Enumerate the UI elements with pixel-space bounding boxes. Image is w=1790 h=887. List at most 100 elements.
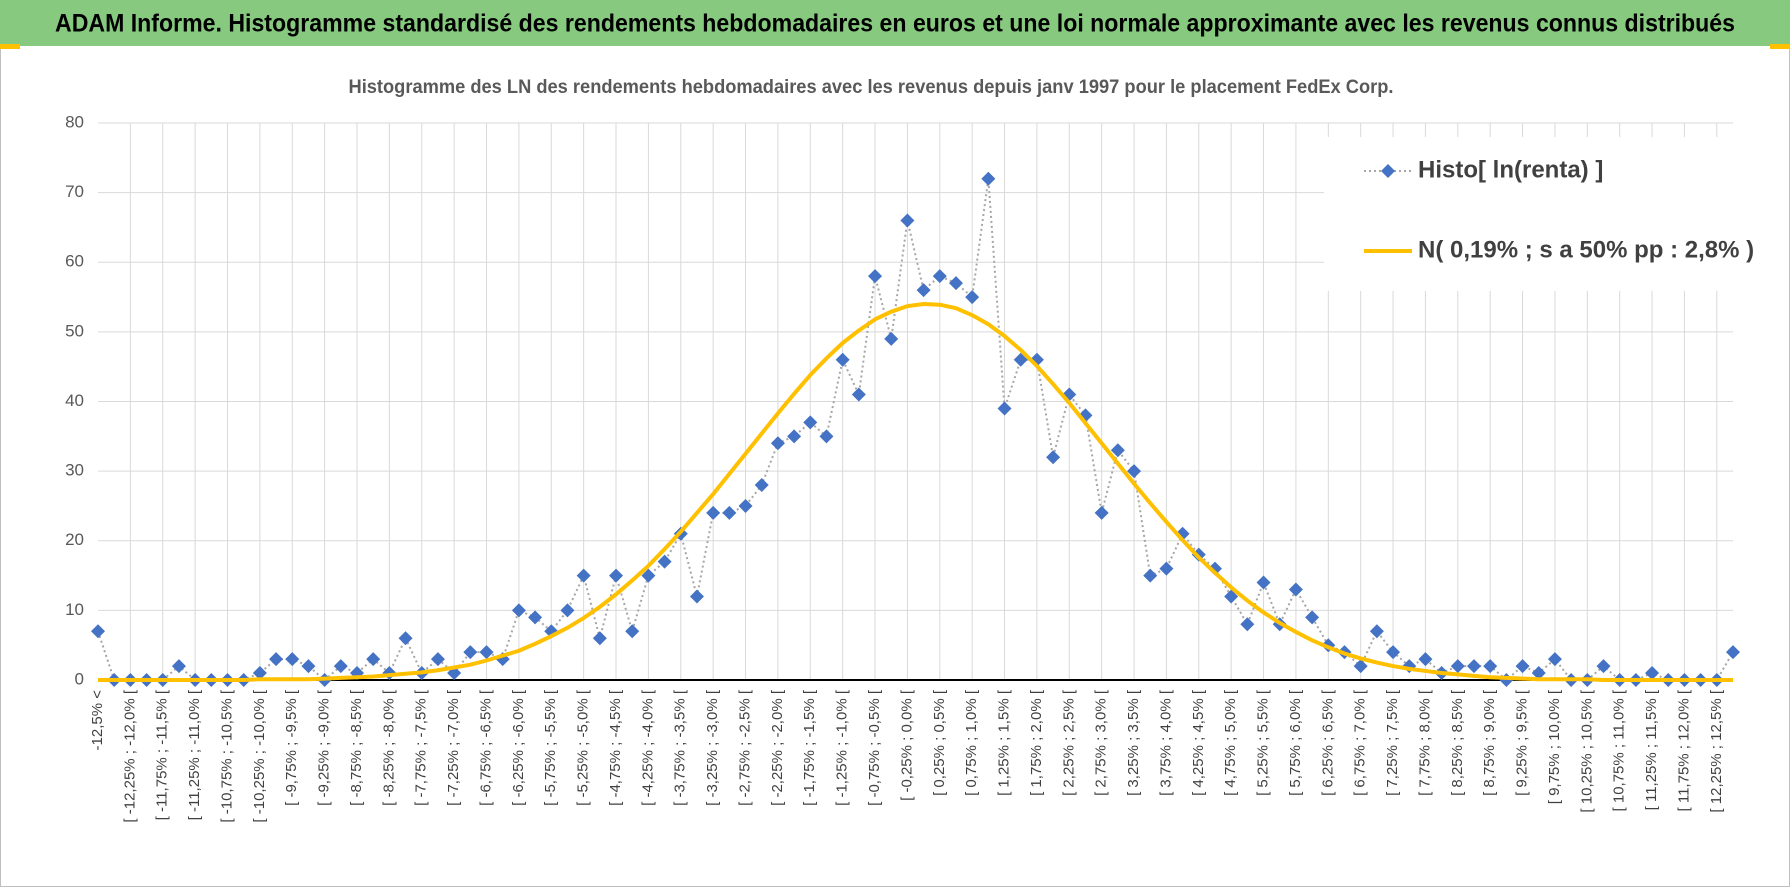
y-tick-label: 10: [65, 600, 84, 619]
x-tick-label: [ 6,75% ; 7,0% [: [1352, 689, 1369, 796]
y-tick-label: 30: [65, 461, 84, 480]
data-point: [1531, 666, 1546, 681]
data-point: [1094, 505, 1109, 520]
data-point: [1483, 659, 1498, 674]
x-tick-label: [ 10,25% ; 10,5% [: [1578, 689, 1595, 812]
x-tick-label: [ 2,25% ; 2,5% [: [1060, 689, 1077, 796]
x-tick-label: [ -5,25% ; -5,0% [: [575, 689, 592, 806]
data-point: [1386, 645, 1401, 660]
y-tick-label: 20: [65, 530, 84, 549]
data-point: [1240, 617, 1255, 632]
data-point: [463, 645, 478, 660]
corner: [1770, 44, 1790, 49]
x-tick-label: [ 12,25% ; 12,5% [: [1708, 689, 1725, 812]
data-point: [366, 652, 381, 667]
x-tick-label: [ 5,75% ; 6,0% [: [1287, 689, 1304, 796]
x-tick-label: [ 5,25% ; 5,5% [: [1255, 689, 1272, 796]
data-point: [1256, 575, 1271, 590]
legend-marker: [1381, 164, 1395, 178]
legend-label: Histo[ ln(renta) ]: [1418, 156, 1603, 183]
x-tick-label: [ 7,75% ; 8,0% [: [1416, 689, 1433, 796]
data-point: [1127, 464, 1142, 479]
x-tick-label: [ 11,75% ; 12,0% [: [1675, 689, 1692, 811]
x-tick-label: [ 9,75% ; 10,0% [: [1546, 689, 1563, 804]
data-point: [301, 659, 316, 674]
x-tick-label: [ -1,25% ; -1,0% [: [834, 689, 851, 806]
x-tick-label: [ -8,25% ; -8,0% [: [380, 689, 397, 806]
data-point: [269, 652, 284, 667]
data-point: [1547, 652, 1562, 667]
x-tick-label: [ -11,75% ; -11,5% [: [154, 689, 171, 820]
data-point: [803, 415, 818, 430]
data-point: [981, 171, 996, 186]
data-point: [1450, 659, 1465, 674]
series-line: [98, 302, 1733, 682]
x-tick-label: [ 4,25% ; 4,5% [: [1190, 689, 1207, 796]
x-tick-label: [ -1,75% ; -1,5% [: [801, 689, 818, 806]
chart-subtitle: Histogramme des LN des rendements hebdom…: [349, 77, 1394, 98]
data-point: [511, 603, 526, 618]
data-point: [884, 331, 899, 346]
data-point: [1159, 561, 1174, 576]
x-tick-label: [ -2,75% ; -2,5% [: [736, 689, 753, 806]
data-point: [1418, 652, 1433, 667]
x-tick-label: [ -10,25% ; -10,0% [: [251, 689, 268, 822]
y-tick-label: 60: [65, 252, 84, 271]
data-point: [333, 659, 348, 674]
data-point: [1596, 659, 1611, 674]
data-point: [965, 290, 980, 305]
x-tick-label: [ -2,25% ; -2,0% [: [769, 689, 786, 806]
data-point: [641, 568, 656, 583]
data-point: [1224, 589, 1239, 604]
x-tick-label: -12,5% <: [89, 690, 106, 751]
data-point: [851, 387, 866, 402]
data-point: [997, 401, 1012, 416]
data-point: [706, 505, 721, 520]
x-tick-label: [ -10,75% ; -10,5% [: [218, 689, 235, 822]
data-point: [252, 666, 267, 681]
x-tick-label: [ 1,25% ; 1,5% [: [996, 689, 1013, 796]
data-point: [592, 631, 607, 646]
x-tick-label: [ 10,75% ; 11,0% [: [1611, 689, 1628, 811]
data-point: [1288, 582, 1303, 597]
data-point: [576, 568, 591, 583]
x-tick-label: [ -9,25% ; -9,0% [: [316, 689, 333, 806]
data-point: [1515, 659, 1530, 674]
x-tick-label: [ 11,25% ; 11,5% [: [1643, 689, 1660, 810]
header-band: [0, 0, 1790, 46]
data-point: [835, 352, 850, 367]
x-tick-label: [ 9,25% ; 9,5% [: [1514, 689, 1531, 796]
data-point: [171, 659, 186, 674]
x-tick-label: [ -6,75% ; -6,5% [: [477, 689, 494, 806]
data-point: [1369, 624, 1384, 639]
data-point: [689, 589, 704, 604]
legend-label: N( 0,19% ; s a 50% pp : 2,8% ): [1418, 236, 1754, 263]
data-point: [819, 429, 834, 444]
x-tick-label: [ 6,25% ; 6,5% [: [1319, 689, 1336, 796]
data-point: [916, 283, 931, 298]
data-point: [1726, 645, 1740, 660]
x-tick-label: [ -12,25% ; -12,0% [: [121, 689, 138, 822]
x-tick-label: [ -7,75% ; -7,5% [: [413, 689, 430, 806]
data-point: [398, 631, 413, 646]
data-point: [1046, 450, 1061, 465]
x-tick-label: [ -5,75% ; -5,5% [: [542, 689, 559, 806]
data-point: [900, 213, 915, 228]
x-tick-label: [ -3,25% ; -3,0% [: [704, 689, 721, 806]
data-point: [1305, 610, 1320, 625]
y-tick-label: 50: [65, 321, 84, 340]
legend-box: [1324, 137, 1733, 291]
x-tick-label: [ -4,25% ; -4,0% [: [639, 689, 656, 806]
corner: [0, 44, 20, 49]
data-point: [430, 652, 445, 667]
x-tick-label: [ 4,75% ; 5,0% [: [1222, 689, 1239, 796]
data-point: [754, 478, 769, 493]
x-tick-label: [ -7,25% ; -7,0% [: [445, 689, 462, 806]
x-tick-label: [ 8,25% ; 8,5% [: [1449, 689, 1466, 796]
data-point: [1143, 568, 1158, 583]
x-tick-label: [ -3,75% ; -3,5% [: [672, 689, 689, 806]
data-point: [787, 429, 802, 444]
x-tick-label: [ 7,25% ; 7,5% [: [1384, 689, 1401, 796]
data-point: [868, 269, 883, 284]
x-tick-label: [ 3,75% ; 4,0% [: [1157, 689, 1174, 796]
